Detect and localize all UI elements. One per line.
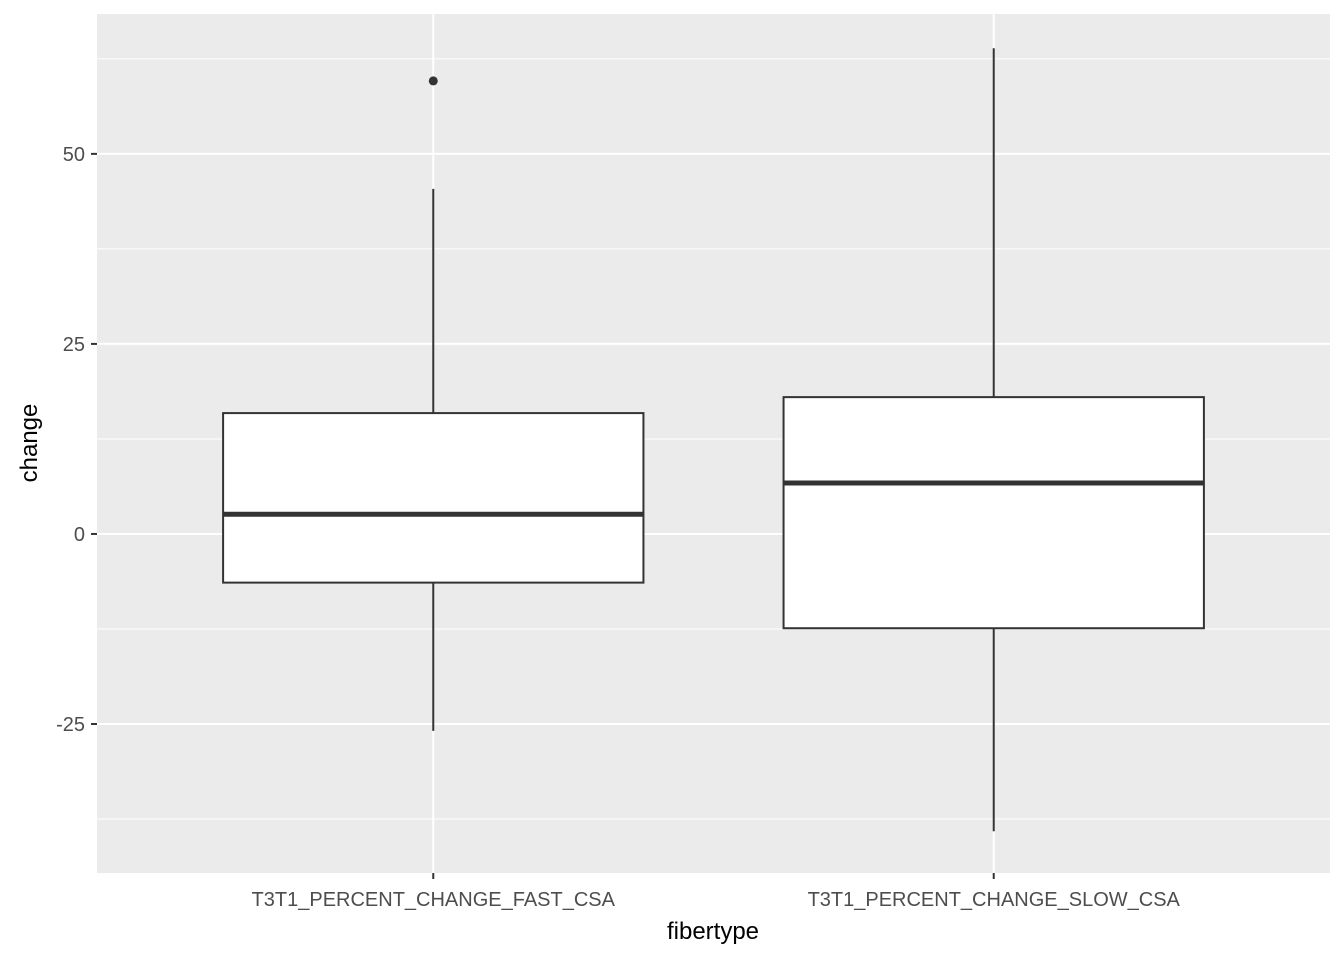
x-tick-label: T3T1_PERCENT_CHANGE_SLOW_CSA [808,889,1181,911]
x-axis: T3T1_PERCENT_CHANGE_FAST_CSA T3T1_PERCENT… [252,873,1181,911]
y-tick-label: 0 [74,524,85,546]
box-iqr [782,396,1205,630]
y-axis: -25 0 25 50 [56,144,97,736]
x-axis-title: fibertype [667,918,759,945]
y-tick-label: -25 [56,714,85,736]
y-axis-title: change [16,404,43,483]
y-tick-label: 25 [63,334,85,356]
y-tick-label: 50 [63,144,85,166]
boxes [222,48,1205,832]
x-tick-label: T3T1_PERCENT_CHANGE_FAST_CSA [252,889,616,911]
box-group [782,48,1205,832]
box-group [222,76,645,731]
box-iqr [222,412,645,584]
outlier-point [428,76,438,86]
